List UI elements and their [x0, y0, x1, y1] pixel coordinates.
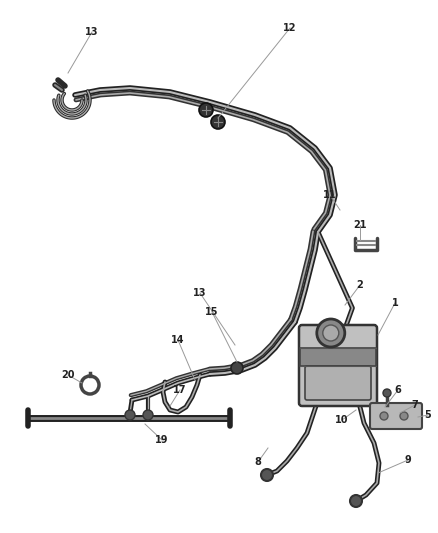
Circle shape	[317, 319, 345, 347]
Text: 13: 13	[85, 27, 99, 37]
Text: 17: 17	[173, 385, 187, 395]
Text: 12: 12	[283, 23, 297, 33]
FancyBboxPatch shape	[370, 403, 422, 429]
Circle shape	[400, 412, 408, 420]
Circle shape	[143, 410, 153, 420]
Text: 5: 5	[424, 410, 431, 420]
Circle shape	[125, 410, 135, 420]
Text: 15: 15	[205, 307, 219, 317]
Text: 9: 9	[405, 455, 411, 465]
Text: 21: 21	[353, 220, 367, 230]
FancyBboxPatch shape	[300, 348, 376, 366]
Circle shape	[380, 412, 388, 420]
Circle shape	[323, 325, 339, 341]
Text: 8: 8	[254, 457, 261, 467]
Text: 7: 7	[412, 400, 418, 410]
Circle shape	[350, 495, 362, 507]
Circle shape	[383, 389, 391, 397]
Circle shape	[199, 103, 213, 117]
FancyBboxPatch shape	[299, 325, 377, 406]
Text: 20: 20	[61, 370, 75, 380]
Text: 2: 2	[357, 280, 364, 290]
Text: 11: 11	[323, 190, 337, 200]
Text: 10: 10	[335, 415, 349, 425]
Text: 1: 1	[392, 298, 399, 308]
Text: 13: 13	[193, 288, 207, 298]
Circle shape	[261, 469, 273, 481]
Circle shape	[231, 362, 243, 374]
Text: 6: 6	[395, 385, 401, 395]
Circle shape	[211, 115, 225, 129]
Text: 19: 19	[155, 435, 169, 445]
Text: 14: 14	[171, 335, 185, 345]
FancyBboxPatch shape	[305, 366, 371, 400]
